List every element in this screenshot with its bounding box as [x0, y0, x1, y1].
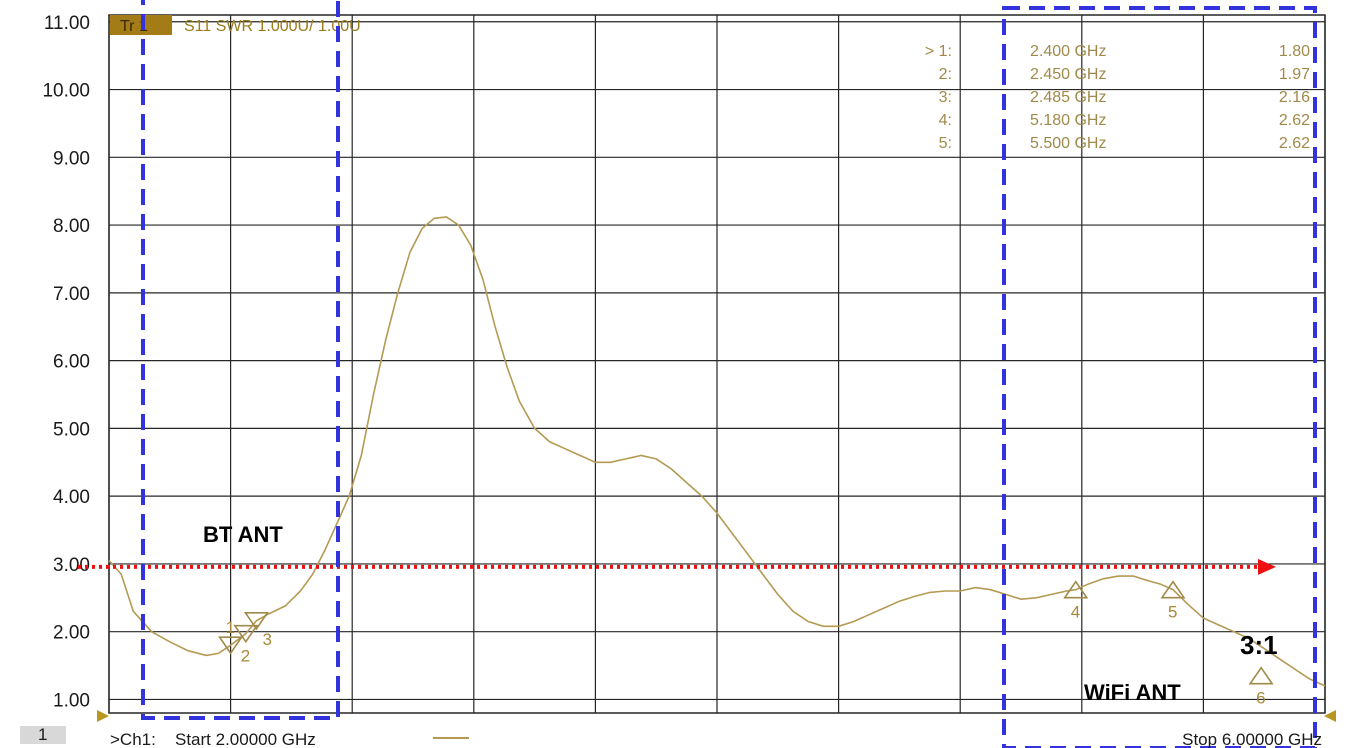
marker-row-id: 5: — [939, 135, 952, 152]
threshold-arrow — [1258, 558, 1276, 575]
marker-row-freq: 5.180 GHz — [1030, 112, 1106, 129]
y-tick-label: 9.00 — [53, 148, 90, 169]
ratio-annotation: 3:1 — [1240, 630, 1278, 660]
marker-3-icon — [243, 612, 269, 631]
marker-2-icon — [233, 624, 259, 644]
marker-row-value: 2.62 — [1279, 112, 1310, 129]
y-tick-label: 1.00 — [53, 690, 90, 711]
marker-2-label: 2 — [241, 647, 250, 666]
marker-row-value: 2.16 — [1279, 89, 1310, 106]
y-tick-label: 10.00 — [42, 81, 90, 102]
marker-6-icon — [1248, 666, 1274, 685]
start-frequency: Start 2.00000 GHz — [175, 730, 316, 748]
marker-4-label: 4 — [1071, 603, 1080, 622]
marker-table: > 1: 2.400 GHz 1.80 2: 2.450 GHz 1.97 3: 2.485 … — [925, 43, 1310, 152]
y-tick-label: 11.00 — [44, 13, 90, 34]
marker-row-value: 2.62 — [1279, 135, 1310, 152]
y-tick-labels: 1.00 2.00 3.00 4.00 5.00 6.00 7.00 8.00 9.00 10.0… — [42, 13, 90, 712]
y-tick-label: 4.00 — [53, 487, 90, 508]
y-tick-label: 2.00 — [53, 623, 90, 644]
marker-row-value: 1.80 — [1279, 43, 1310, 60]
marker-1-label: 1 — [226, 618, 235, 637]
bt-annotation: BT ANT — [203, 522, 283, 547]
marker-5-icon — [1160, 580, 1186, 599]
ref-left-arrow-icon — [97, 710, 109, 722]
marker-3-label: 3 — [262, 630, 271, 649]
trace-label: S11 SWR 1.000U/ 1.00U — [184, 18, 361, 35]
marker-4-icon — [1063, 580, 1089, 599]
marker-row-freq: 2.485 GHz — [1030, 89, 1106, 106]
stop-frequency: Stop 6.00000 GHz — [1182, 730, 1322, 748]
y-tick-label: 7.00 — [53, 284, 90, 305]
bt-band-box — [141, 0, 340, 720]
y-tick-label: 3.00 — [53, 555, 90, 576]
marker-row-freq: 2.400 GHz — [1030, 43, 1106, 60]
channel-button[interactable] — [20, 726, 66, 744]
trace-badge-text: Tr 1 — [120, 18, 148, 35]
y-tick-label: 8.00 — [53, 216, 90, 237]
wifi-annotation: WiFi ANT — [1084, 680, 1181, 705]
marker-row-id: > 1: — [925, 43, 952, 60]
ref-right-arrow-icon — [1324, 710, 1336, 722]
marker-row-value: 1.97 — [1279, 66, 1310, 83]
channel-label: >Ch1: — [110, 730, 156, 748]
trace-markers: 123 4 5 6 — [218, 580, 1274, 708]
marker-5-label: 5 — [1168, 603, 1177, 622]
marker-row-id: 3: — [939, 89, 952, 106]
marker-1-icon — [218, 636, 244, 655]
y-tick-label: 5.00 — [53, 419, 90, 440]
swr-trace — [108, 216, 1326, 687]
marker-row-id: 2: — [939, 66, 952, 83]
channel-number: 1 — [38, 725, 47, 744]
marker-row-id: 4: — [939, 112, 952, 129]
marker-6-label: 6 — [1256, 689, 1265, 708]
marker-row-freq: 5.500 GHz — [1030, 135, 1106, 152]
marker-row-freq: 2.450 GHz — [1030, 66, 1106, 83]
grid-lines — [108, 15, 1326, 713]
y-tick-label: 6.00 — [53, 352, 90, 373]
wifi-band-box — [1002, 6, 1317, 748]
